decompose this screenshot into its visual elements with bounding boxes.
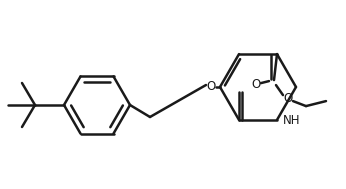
Text: O: O	[283, 92, 293, 105]
Text: O: O	[206, 81, 216, 94]
Text: O: O	[252, 78, 261, 91]
Text: NH: NH	[283, 114, 300, 127]
